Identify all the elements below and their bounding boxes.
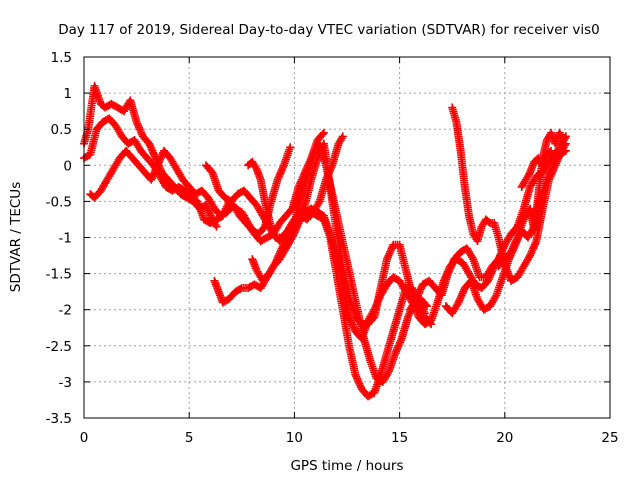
data-point	[561, 132, 570, 141]
data-point	[560, 147, 569, 156]
data-point	[547, 146, 556, 155]
x-axis-label: GPS time / hours	[290, 458, 403, 474]
data-point	[384, 368, 393, 377]
x-tick-label: 10	[286, 430, 303, 446]
data-point	[561, 146, 570, 155]
y-tick-label: -1	[59, 231, 72, 247]
y-tick-label: -3.5	[46, 411, 72, 427]
axis-ticks: 0 5 10 15 20 25 1.5 1 0.5 0 -0.5 -1 -1.5 -2 -2.5 -3 -3.5	[46, 50, 619, 446]
data-point	[411, 296, 420, 305]
data-point	[318, 130, 327, 139]
y-axis-label: SDTVAR / TECUs	[8, 182, 24, 292]
y-tick-label: -3	[59, 375, 72, 391]
data-point	[491, 293, 500, 302]
data-point	[319, 128, 328, 137]
data-point	[283, 235, 292, 244]
y-tick-label: -2	[59, 303, 72, 319]
y-tick-label: 1	[63, 86, 72, 102]
y-tick-label: 1.5	[51, 50, 72, 66]
y-tick-label: 0	[63, 158, 72, 174]
y-tick-label: -1.5	[46, 267, 72, 283]
data-point	[270, 260, 279, 269]
data-point	[453, 300, 462, 309]
data-point	[314, 199, 323, 208]
data-point	[337, 134, 346, 143]
data-point	[338, 132, 347, 141]
data-point	[524, 170, 533, 179]
data-point	[212, 222, 221, 231]
data-point	[251, 163, 260, 172]
data-point	[484, 217, 493, 226]
y-tick-label: -2.5	[46, 339, 72, 355]
data-point	[524, 253, 533, 262]
y-tick-label: -0.5	[46, 194, 72, 210]
x-tick-label: 5	[185, 430, 194, 446]
data-point	[422, 302, 431, 311]
data-point	[545, 148, 554, 157]
data-point	[236, 284, 245, 293]
data-point	[286, 143, 295, 152]
grid-lines	[84, 57, 610, 418]
data-point	[421, 300, 430, 309]
data-point	[468, 253, 477, 262]
x-tick-label: 0	[80, 430, 89, 446]
chart-title: Day 117 of 2019, Sidereal Day-to-day VTE…	[58, 22, 600, 38]
x-tick-label: 15	[391, 430, 408, 446]
x-tick-label: 20	[496, 430, 513, 446]
y-tick-label: 0.5	[51, 122, 72, 138]
data-point	[369, 314, 378, 323]
data-points	[80, 81, 570, 401]
x-tick-label: 25	[601, 430, 618, 446]
data-point	[560, 134, 569, 143]
